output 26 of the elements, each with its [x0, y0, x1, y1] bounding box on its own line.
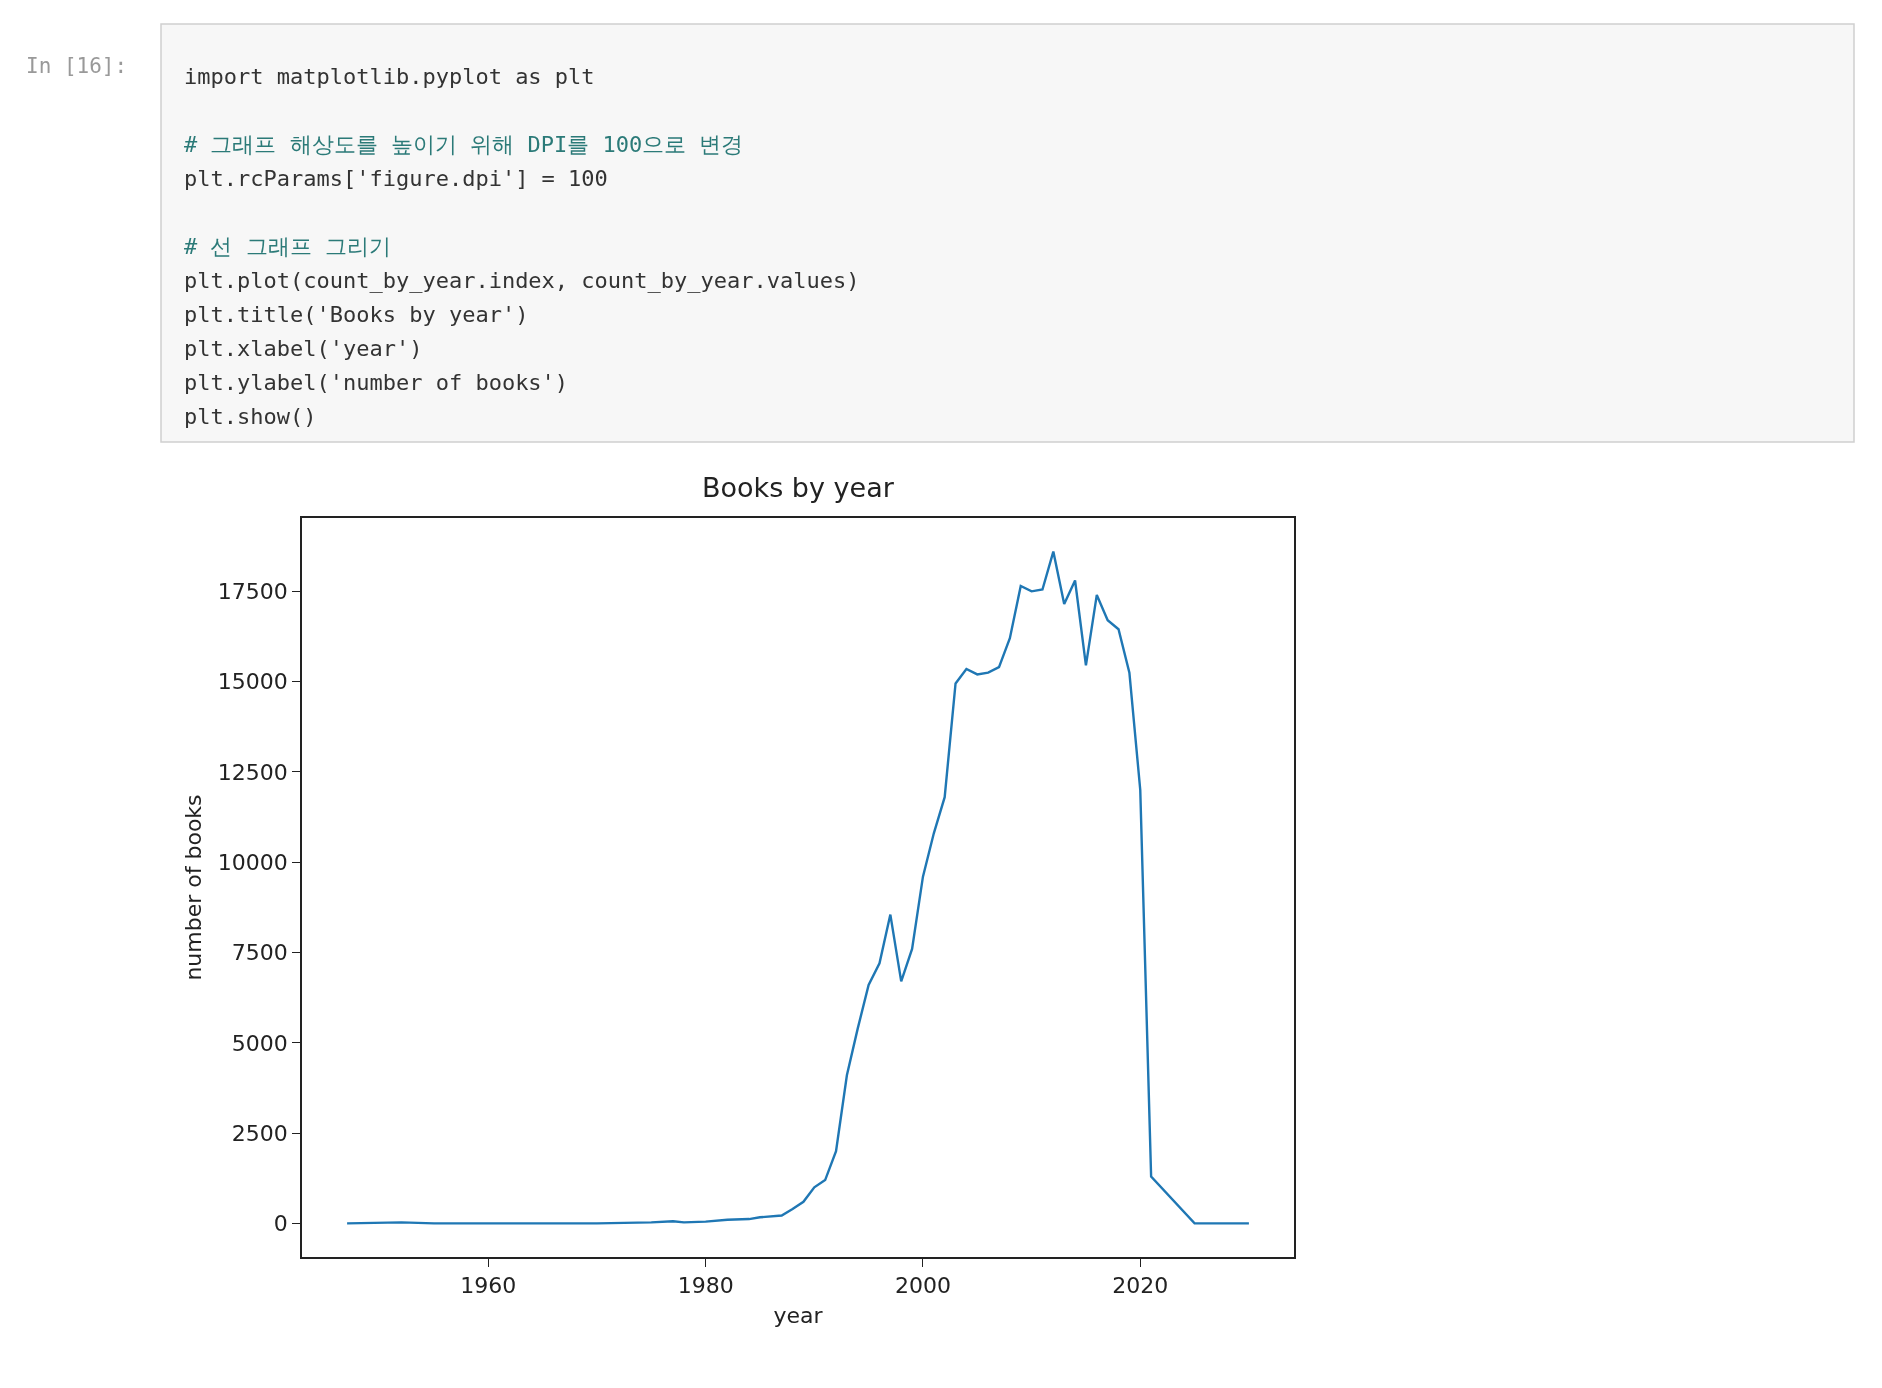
y-tick-label: 17500 — [217, 579, 288, 605]
chart-title: Books by year — [702, 472, 895, 503]
y-tick-label: 5000 — [231, 1030, 288, 1056]
x-axis-title: year — [773, 1302, 824, 1328]
text: plt.show() — [184, 404, 317, 429]
text: plt.ylabel('number of books') — [184, 370, 569, 395]
text: plt.plot(count_by_year.index, count_by_year.values) — [184, 268, 860, 293]
y-tick-label: 7500 — [231, 940, 288, 966]
x-tick-label: 1960 — [460, 1273, 517, 1299]
text: plt.title('Books by year') — [184, 302, 529, 327]
text: plt.xlabel('year') — [184, 336, 423, 361]
y-axis-title: number of books — [181, 794, 207, 981]
text: # 선 그래프 그리기 — [184, 234, 391, 259]
x-tick-label: 1980 — [677, 1273, 734, 1299]
line-series — [345, 550, 1251, 1225]
y-tick-label: 0 — [273, 1211, 288, 1237]
y-tick-label: 2500 — [231, 1120, 288, 1146]
y-tick-label: 12500 — [217, 759, 288, 785]
y-tick-label: 15000 — [217, 669, 288, 695]
y-tick-label: 10000 — [217, 849, 288, 875]
x-tick-label: 2020 — [1112, 1273, 1169, 1299]
text: # 그래프 해상도를 높이기 위해 DPI를 100으로 변경 — [184, 132, 744, 157]
x-tick-label: 2000 — [894, 1273, 951, 1299]
text: import matplotlib.pyplot as plt — [184, 64, 595, 89]
text: plt.rcParams['figure.dpi'] = 100 — [184, 166, 608, 191]
text: In [16]: — [26, 54, 128, 78]
